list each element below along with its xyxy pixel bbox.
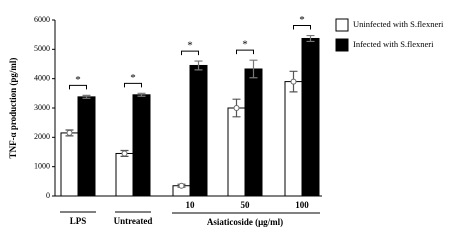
error-bar bbox=[82, 94, 91, 99]
significance-star: * bbox=[242, 39, 248, 51]
y-tick-label: 4000 bbox=[34, 73, 50, 82]
error-center bbox=[66, 129, 73, 136]
x-tick-label: 100 bbox=[295, 200, 309, 210]
y-tick-label: 3000 bbox=[34, 103, 50, 112]
legend-label: Uninfected with S.flexneri bbox=[353, 19, 444, 29]
significance-star: * bbox=[75, 74, 81, 86]
significance-bracket bbox=[293, 25, 311, 30]
error-bar bbox=[249, 59, 258, 79]
error-bar bbox=[137, 92, 146, 97]
significance-star: * bbox=[130, 72, 136, 84]
error-center bbox=[121, 150, 128, 157]
legend-swatch bbox=[335, 38, 349, 52]
y-tick-label: 1000 bbox=[34, 161, 50, 170]
significance-bracket bbox=[181, 50, 199, 56]
y-tick-label: 0 bbox=[46, 191, 50, 200]
significance-star: * bbox=[187, 40, 193, 52]
y-tick-label: 6000 bbox=[34, 15, 50, 24]
y-tick-label: 2000 bbox=[34, 132, 50, 141]
bar bbox=[115, 152, 134, 197]
bar bbox=[60, 132, 79, 197]
x-tick-label: 50 bbox=[241, 200, 251, 210]
bar bbox=[227, 107, 246, 197]
x-tick-label: Untreated bbox=[114, 216, 153, 226]
legend-label: Infected with S.flexneri bbox=[353, 39, 434, 49]
error-bar bbox=[194, 60, 203, 71]
bar bbox=[132, 94, 151, 197]
bar bbox=[301, 37, 320, 197]
significance-bracket bbox=[124, 82, 142, 88]
bar bbox=[77, 96, 96, 197]
significance-star: * bbox=[299, 14, 305, 26]
error-center bbox=[290, 78, 297, 85]
group-label: Asiaticoside (μg/ml) bbox=[207, 217, 283, 227]
bar bbox=[284, 81, 303, 197]
x-tick-label: LPS bbox=[70, 216, 87, 226]
significance-bracket bbox=[69, 84, 87, 90]
significance-bracket bbox=[236, 49, 254, 55]
error-bar bbox=[306, 34, 315, 43]
x-tick-label: 10 bbox=[186, 200, 196, 210]
y-tick-label: 5000 bbox=[34, 44, 50, 53]
legend-swatch bbox=[335, 18, 349, 32]
y-axis-label: TNF-α production (pg/ml) bbox=[8, 58, 18, 159]
error-center bbox=[178, 182, 185, 189]
error-center bbox=[233, 105, 240, 111]
bar bbox=[244, 68, 263, 197]
bar bbox=[189, 64, 208, 197]
